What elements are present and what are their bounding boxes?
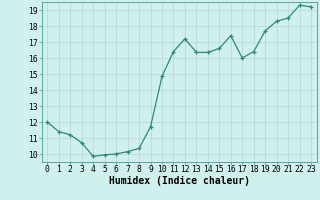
X-axis label: Humidex (Indice chaleur): Humidex (Indice chaleur) xyxy=(109,176,250,186)
